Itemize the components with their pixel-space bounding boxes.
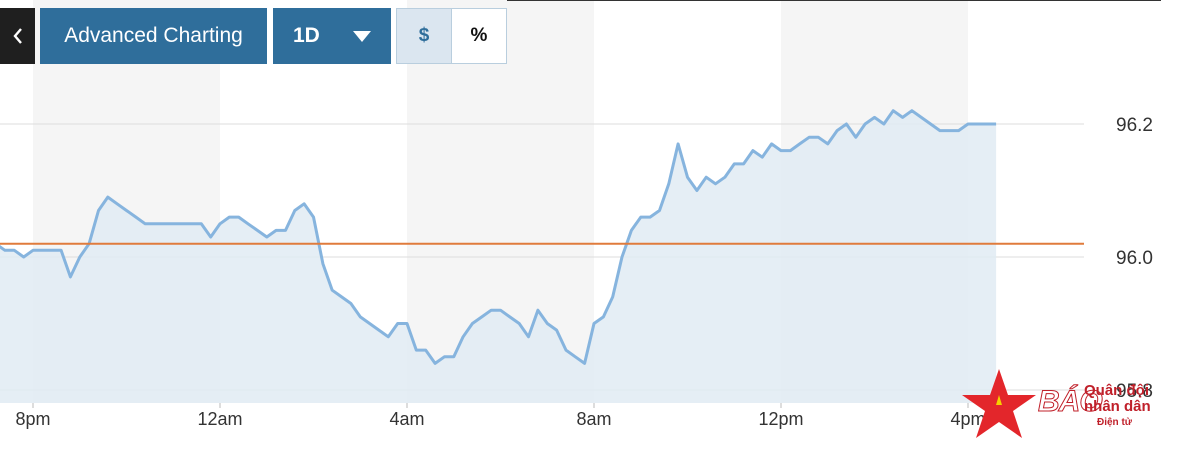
x-tick-label: 4am (389, 409, 424, 429)
percent-toggle-option[interactable]: % (452, 9, 506, 63)
x-tick-label: 4pm (950, 409, 985, 429)
currency-toggle: $ % (396, 8, 507, 64)
watermark-brand: BÁO (1038, 385, 1104, 419)
range-label: 1D (293, 24, 320, 47)
x-tick-label: 8am (576, 409, 611, 429)
y-axis: 95.8 96.0 96.2 (1116, 115, 1153, 402)
watermark-logo: BÁO Quân đội nhân dân Điện tử (960, 365, 1165, 445)
watermark-line1: Quân đội (1084, 382, 1149, 399)
y-tick-label: 96.2 (1116, 115, 1153, 136)
caret-down-icon (353, 31, 371, 42)
advanced-charting-button[interactable]: Advanced Charting (40, 8, 267, 64)
x-tick-label: 12am (197, 409, 242, 429)
chevron-left-icon (12, 28, 22, 44)
range-dropdown[interactable]: 1D (273, 8, 391, 64)
price-area (0, 110, 997, 403)
price-line (0, 109, 997, 365)
y-tick-label: 96.0 (1116, 248, 1153, 269)
x-axis: 8pm 12am 4am 8am 12pm 4pm (15, 403, 986, 429)
x-tick-label: 12pm (758, 409, 803, 429)
advanced-charting-label: Advanced Charting (64, 24, 243, 47)
dollar-toggle-option[interactable]: $ (397, 9, 452, 63)
watermark-line2: nhân dân (1084, 398, 1151, 415)
red-star-logo-icon (962, 369, 1036, 438)
top-border-line (507, 0, 1161, 1)
y-tick-label: 95.8 (1116, 381, 1153, 402)
price-series (0, 109, 997, 403)
back-button[interactable] (0, 8, 35, 64)
watermark-line3: Điện tử (1097, 417, 1133, 428)
x-tick-label: 8pm (15, 409, 50, 429)
